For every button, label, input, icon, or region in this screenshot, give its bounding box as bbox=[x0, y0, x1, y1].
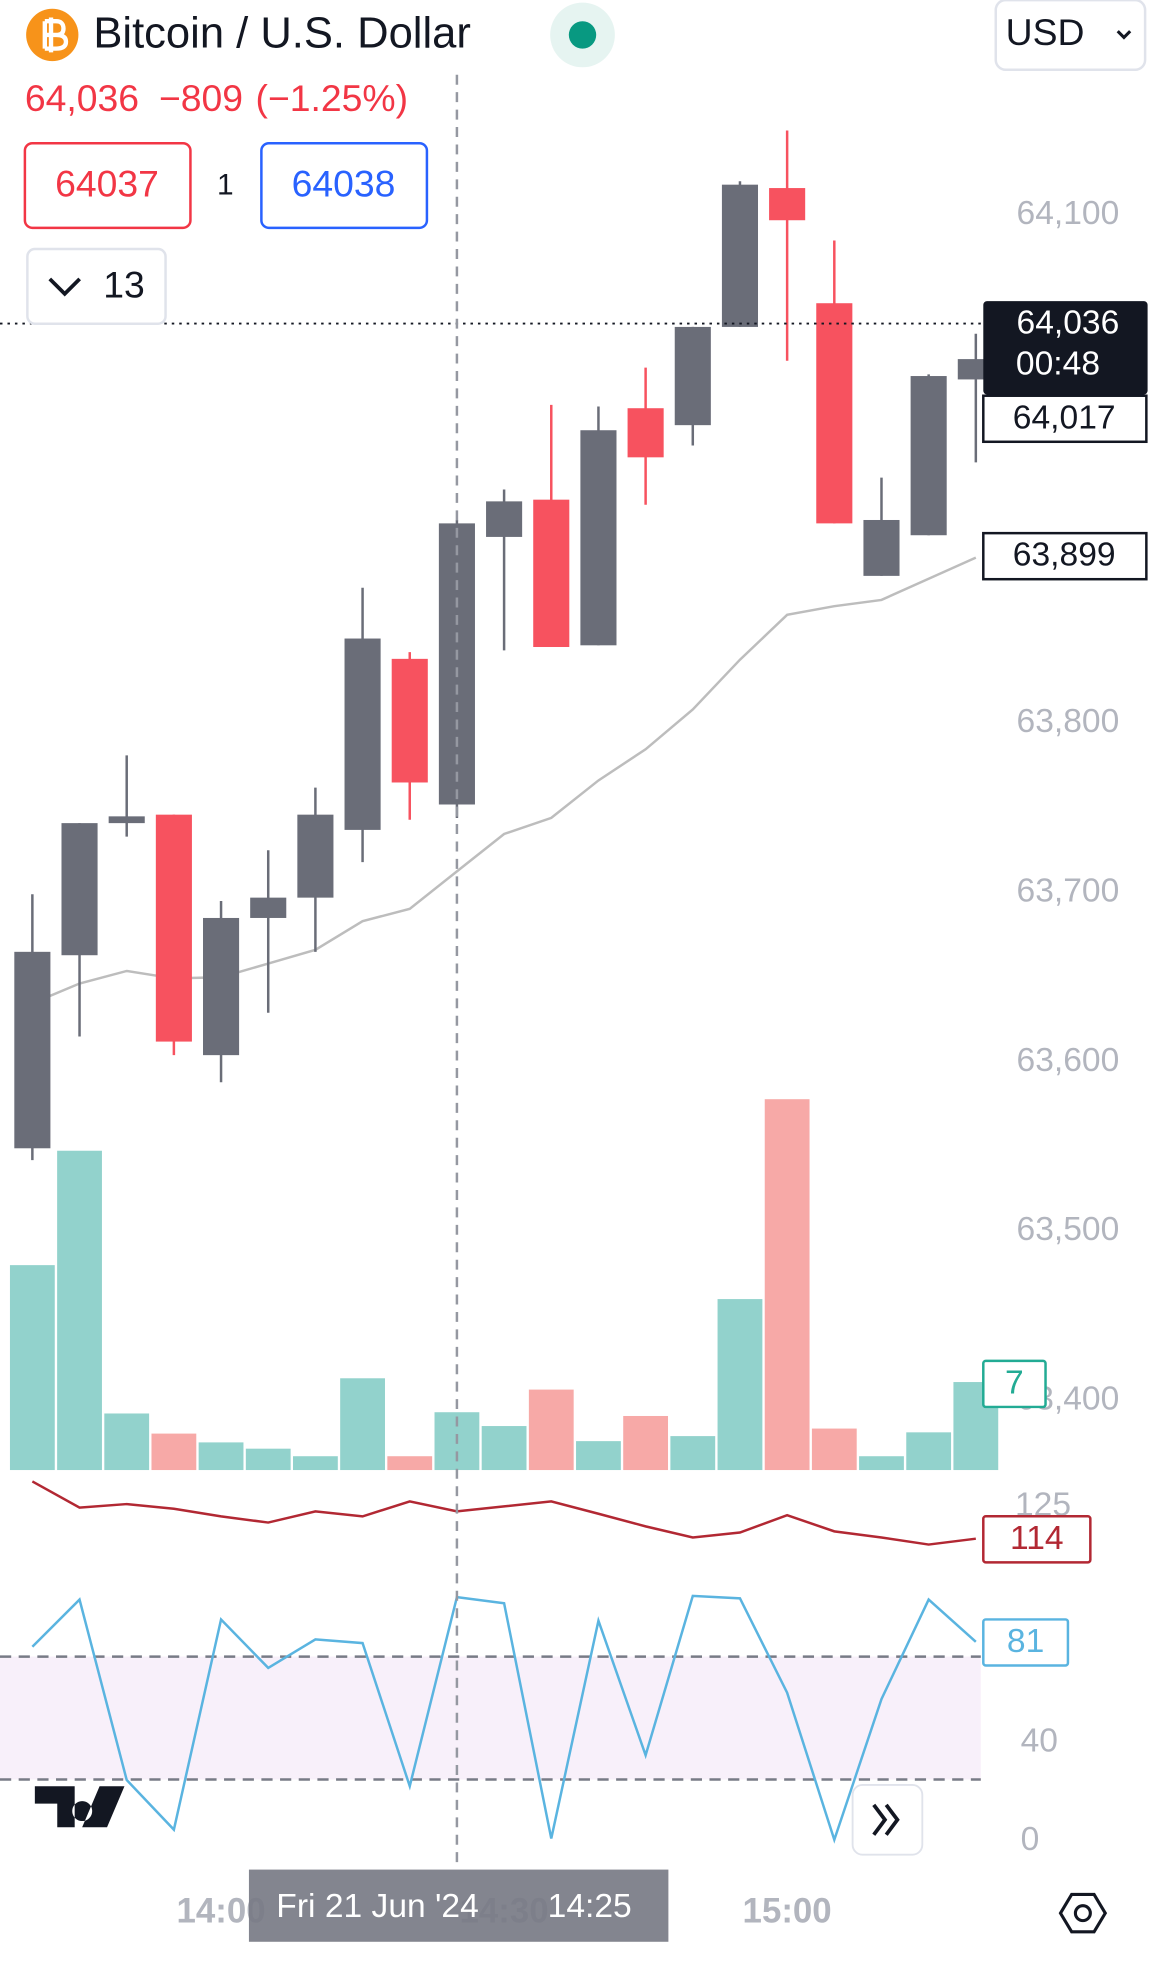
candle-body bbox=[580, 430, 617, 646]
price-change-pct: (−1.25%) bbox=[256, 77, 409, 119]
volume-bar bbox=[9, 1265, 55, 1471]
candle-body bbox=[486, 501, 523, 537]
candle-body bbox=[769, 188, 806, 221]
volume-bar bbox=[104, 1413, 150, 1471]
crosshair-time-box bbox=[248, 1869, 669, 1942]
candle-body bbox=[910, 376, 947, 536]
volume-bar bbox=[717, 1299, 763, 1471]
candle-body bbox=[203, 917, 240, 1056]
sell-button[interactable] bbox=[23, 141, 192, 230]
crosshair-time: 14:25 bbox=[548, 1888, 632, 1925]
last-price-label: 64,036 bbox=[1017, 305, 1120, 342]
candle-body bbox=[533, 499, 570, 648]
volume-bar bbox=[528, 1389, 574, 1471]
crosshair-date: Fri 21 Jun '24 bbox=[276, 1888, 478, 1925]
currency-label: USD bbox=[1006, 11, 1085, 53]
volume-bar bbox=[387, 1456, 433, 1471]
settings-icon bbox=[1073, 1904, 1092, 1923]
symbol-title: Bitcoin / U.S. Dollar bbox=[93, 10, 471, 58]
candle-body bbox=[250, 897, 287, 918]
scroll-icon bbox=[872, 1803, 900, 1836]
volume-bar bbox=[481, 1426, 527, 1471]
bitcoin-glyph bbox=[42, 17, 69, 53]
candle-body bbox=[816, 303, 853, 524]
last-price-tag bbox=[983, 301, 1148, 395]
candle-body bbox=[61, 823, 98, 956]
currency-caret bbox=[1116, 30, 1132, 40]
price-line: 64,036 −809 (−1.25%) bbox=[25, 77, 408, 119]
spread: 1 bbox=[217, 169, 234, 202]
volume-bar bbox=[859, 1456, 904, 1471]
candle-body bbox=[391, 658, 428, 783]
candle-body bbox=[344, 638, 381, 830]
y-tick-label: 63,500 bbox=[1017, 1211, 1120, 1248]
currency-select[interactable] bbox=[994, 0, 1147, 72]
price-tag bbox=[982, 394, 1148, 444]
candle-body bbox=[14, 951, 51, 1149]
countdown-label: 00:48 bbox=[1016, 346, 1100, 383]
sell-price: 64037 bbox=[55, 163, 159, 205]
candle-body bbox=[108, 816, 145, 824]
last-price: 64,036 bbox=[25, 77, 139, 119]
volume-bar bbox=[198, 1442, 244, 1471]
indicators-count: 13 bbox=[103, 263, 145, 305]
candle-body bbox=[863, 519, 900, 576]
volume-bar bbox=[670, 1436, 716, 1471]
indicator-line bbox=[31, 1480, 976, 1546]
y-tick-label: 63,700 bbox=[1017, 872, 1120, 909]
oscillator-tag bbox=[982, 1618, 1070, 1667]
indicator-tag-label: 114 bbox=[1010, 1520, 1064, 1557]
candle-body bbox=[674, 326, 711, 426]
price-tag bbox=[982, 531, 1148, 581]
volume-bar bbox=[623, 1415, 669, 1471]
price-tag-label: 63,899 bbox=[1013, 537, 1116, 574]
market-status-dot bbox=[568, 21, 597, 49]
y-tick-label: 63,800 bbox=[1017, 703, 1120, 740]
indicators-toggle[interactable] bbox=[26, 247, 167, 325]
volume-bar bbox=[292, 1456, 338, 1471]
oscillator-tag-label: 81 bbox=[1007, 1623, 1044, 1660]
candle-body bbox=[627, 408, 664, 458]
scroll-to-realtime[interactable] bbox=[851, 1784, 924, 1856]
y-tick-label: 63,600 bbox=[1017, 1042, 1120, 1079]
candle-body bbox=[155, 814, 192, 1042]
buy-price: 64038 bbox=[292, 163, 396, 205]
volume-tag-label: 7 bbox=[1005, 1364, 1024, 1401]
volume-bar bbox=[576, 1441, 621, 1471]
oscillator-tick-label: 40 bbox=[1021, 1723, 1058, 1760]
volume-bar bbox=[764, 1099, 810, 1471]
x-tick-label: 15:00 bbox=[743, 1891, 832, 1930]
candle-body bbox=[721, 184, 759, 327]
volume-bar bbox=[57, 1150, 102, 1471]
volume-bar bbox=[811, 1428, 857, 1471]
panes: 64,10063,80063,70063,60063,50063,4001254… bbox=[0, 74, 1148, 1942]
indicator-tag bbox=[982, 1515, 1092, 1564]
volume-tag bbox=[982, 1359, 1047, 1409]
oscillator-band bbox=[0, 1656, 981, 1780]
settings-button[interactable] bbox=[1058, 1892, 1108, 1934]
volume-bar bbox=[151, 1433, 197, 1471]
volume-bar bbox=[245, 1448, 291, 1471]
buy-button[interactable] bbox=[260, 141, 429, 230]
price-change: −809 bbox=[159, 77, 243, 119]
oscillator-tick-label: 0 bbox=[1021, 1821, 1040, 1858]
oscillator-line bbox=[31, 1594, 977, 1844]
tradingview-logo[interactable] bbox=[34, 1786, 125, 1828]
price-tag-label: 64,017 bbox=[1013, 399, 1116, 436]
volume-bar bbox=[340, 1378, 385, 1471]
y-tick-label: 64,100 bbox=[1017, 195, 1120, 232]
candle-body bbox=[297, 814, 334, 898]
indicators-caret bbox=[48, 277, 81, 297]
volume-bar bbox=[906, 1432, 952, 1471]
